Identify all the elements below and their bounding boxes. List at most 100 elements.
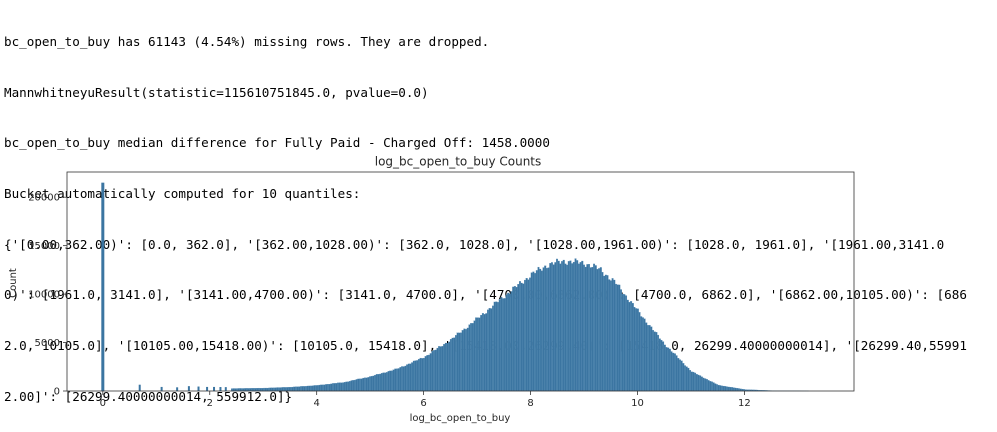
histogram-bar (535, 270, 538, 392)
histogram-bar (532, 271, 535, 392)
histogram-bar (300, 386, 302, 392)
histogram-bar (333, 383, 336, 392)
histogram-bar (716, 384, 718, 392)
histogram-bar (684, 365, 686, 392)
histogram-bar (480, 314, 483, 392)
histogram-bar (589, 267, 592, 392)
histogram-bar (289, 386, 292, 392)
histogram-bar (355, 379, 358, 392)
histogram-bar (520, 282, 523, 392)
histogram-bar (544, 265, 547, 392)
histogram-bar (685, 366, 688, 392)
x-tick-label: 4 (313, 398, 319, 409)
histogram-bar (397, 368, 400, 392)
output-line: Bucket automatically computed for 10 qua… (4, 185, 361, 201)
histogram-bar (433, 350, 436, 392)
histogram-bar (694, 372, 697, 392)
histogram-bar (620, 289, 622, 392)
x-tick-label: 10 (631, 398, 644, 409)
histogram-bar (550, 262, 553, 392)
histogram-bar (436, 347, 439, 392)
histogram-bar (571, 263, 574, 392)
histogram-bar (318, 384, 321, 392)
histogram-bar (722, 385, 725, 392)
x-tick-label: 6 (420, 398, 426, 409)
histogram-bar (522, 283, 525, 392)
histogram-bar (396, 368, 398, 392)
histogram-bar (451, 337, 454, 392)
x-axis: 0 2 4 6 8 10 12 (100, 391, 751, 409)
histogram-bar (340, 382, 343, 392)
histogram-bar (561, 261, 564, 392)
histogram-bar (574, 258, 577, 392)
histogram-bar (502, 298, 505, 392)
histogram-bar (709, 381, 712, 392)
histogram-bar (628, 302, 631, 392)
histogram-bar (455, 335, 457, 392)
histogram-bar (540, 270, 543, 392)
histogram-bar (572, 261, 575, 392)
histogram-bar (160, 386, 163, 391)
histogram-bar (483, 314, 486, 392)
histogram-bar (259, 388, 262, 392)
histogram-bar (426, 355, 429, 392)
histogram-bar (360, 378, 363, 392)
histogram-bar (325, 384, 328, 392)
y-tick-label: 15000 (28, 241, 60, 252)
y-axis-label: Count (8, 268, 19, 298)
histogram-bar (449, 339, 452, 392)
histogram-bar (512, 286, 515, 392)
plot-frame (66, 171, 855, 392)
histogram-bar (695, 374, 698, 392)
histogram-bar (409, 363, 412, 392)
histogram-bar (296, 386, 299, 392)
histogram-bar (517, 284, 520, 392)
histogram-bar (308, 385, 311, 392)
histogram-bar (439, 346, 442, 392)
histogram-bar (524, 279, 526, 392)
histogram-bar (342, 382, 345, 392)
histogram-bar (264, 387, 267, 392)
histogram-bar (680, 360, 683, 392)
histogram-bar (601, 272, 604, 392)
histogram-bar (505, 294, 508, 392)
histogram-bar (490, 308, 493, 392)
histogram-bar (702, 377, 705, 392)
histogram-bar (736, 388, 739, 392)
histogram-bar (295, 386, 297, 392)
histogram-bar (603, 275, 606, 392)
histogram-bar (584, 266, 587, 392)
histogram-bar (704, 378, 707, 392)
histogram-bar (655, 332, 658, 392)
histogram-bar (689, 370, 692, 392)
histogram-bar (492, 305, 494, 392)
histogram-bar (372, 375, 375, 392)
histogram-bar (559, 263, 562, 392)
histogram-bar (443, 344, 446, 392)
histogram-bar (404, 365, 407, 392)
histogram-bar (687, 367, 690, 392)
histogram-bar (213, 386, 216, 391)
histogram-bar (337, 382, 340, 392)
x-tick-label: 2 (207, 398, 213, 409)
histogram-bar (423, 357, 425, 392)
histogram-bar (557, 260, 560, 392)
histogram-bar (682, 363, 685, 392)
histogram-bar (710, 381, 713, 392)
histogram-bar (438, 346, 441, 392)
histogram-bar (714, 383, 717, 392)
histogram-bar (387, 371, 390, 392)
histogram-bar (406, 364, 409, 392)
histogram-bar (257, 387, 260, 392)
histogram-bar (330, 383, 333, 392)
histogram-bar (507, 292, 510, 392)
histogram-bar (525, 278, 528, 392)
histogram-bar (488, 308, 491, 392)
histogram-bar (416, 360, 419, 392)
histogram-bar (569, 260, 572, 392)
histogram-bar (657, 334, 660, 392)
histogram-bar (263, 387, 265, 392)
histogram-bar (365, 377, 368, 392)
output-line: 2.00]': [26299.40000000014, 559912.0]} (4, 388, 293, 404)
histogram-bar (712, 382, 715, 392)
